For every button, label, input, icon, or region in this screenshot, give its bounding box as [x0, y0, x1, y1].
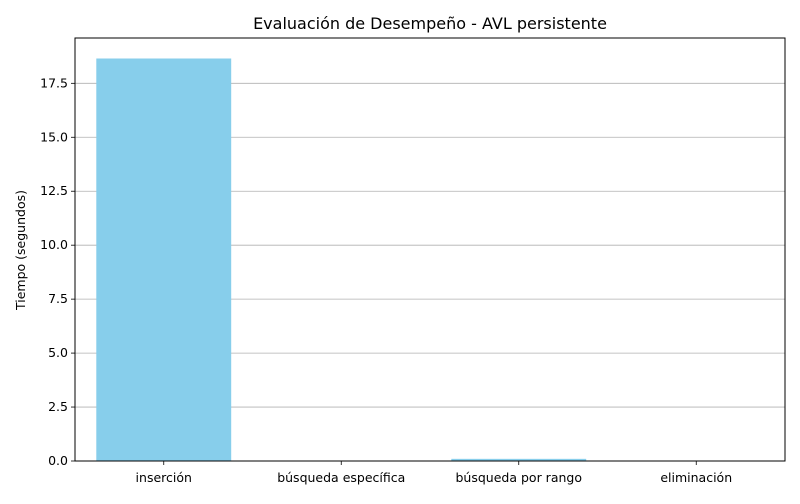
y-tick-label: 17.5 — [40, 75, 68, 90]
y-tick-label: 7.5 — [48, 291, 68, 306]
x-tick-label: inserción — [136, 470, 192, 485]
x-tick-label: búsqueda por rango — [456, 470, 582, 485]
y-tick-label: 2.5 — [48, 399, 68, 414]
y-tick-label: 12.5 — [40, 183, 68, 198]
y-tick-label: 0.0 — [48, 453, 68, 468]
y-axis-label: Tiempo (segundos) — [13, 190, 28, 311]
bars — [96, 59, 763, 461]
y-tick-label: 10.0 — [40, 237, 68, 252]
x-tick-label: búsqueda específica — [277, 470, 405, 485]
bar-1 — [96, 59, 231, 461]
chart-title: Evaluación de Desempeño - AVL persistent… — [253, 14, 607, 33]
y-tick-label: 5.0 — [48, 345, 68, 360]
y-tick-label: 15.0 — [40, 129, 68, 144]
x-tick-label: eliminación — [660, 470, 732, 485]
